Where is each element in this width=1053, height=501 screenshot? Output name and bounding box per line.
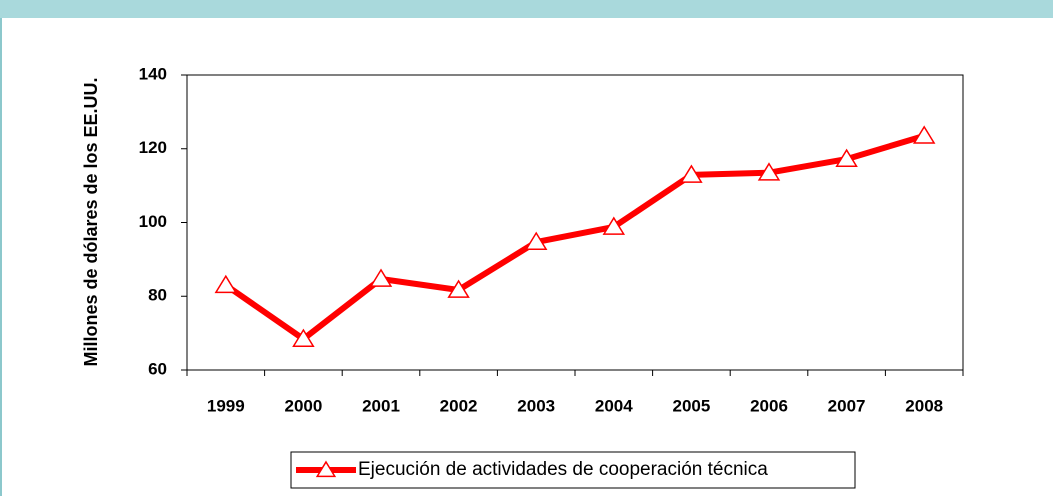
marker [680,164,703,183]
x-tick-label: 2006 [750,396,788,415]
marker [757,162,781,181]
legend-marker [315,460,337,478]
x-tick-label: 2008 [905,396,943,415]
marker [602,216,626,235]
x-tick-label: 2005 [672,396,710,415]
marker [214,274,238,294]
legend-label: Ejecución de actividades de cooperación … [358,459,768,480]
marker [912,125,936,144]
x-tick-label: 2003 [517,396,555,415]
y-tick-label: 100 [139,212,167,231]
series-line [224,132,926,343]
legend-box [290,451,856,489]
marker [369,268,393,287]
plot-area [186,74,964,371]
x-tick-label: 1999 [207,396,245,415]
left-border [0,18,2,496]
x-tick-label: 2002 [440,396,478,415]
x-tick-label: 2007 [828,396,866,415]
y-tick-label: 140 [139,64,167,83]
y-tick-label: 80 [148,286,167,305]
y-axis-label: Millones de dólares de los EE.UU. [81,77,101,366]
header-band [0,0,1053,18]
y-tick-label: 60 [148,359,167,378]
marker [447,279,470,298]
x-tick-label: 2001 [362,396,400,415]
marker [292,328,315,347]
y-tick-label: 120 [139,138,167,157]
x-tick-label: 2000 [284,396,322,415]
marker [835,148,858,168]
marker [524,231,548,250]
x-tick-label: 2004 [595,396,633,415]
